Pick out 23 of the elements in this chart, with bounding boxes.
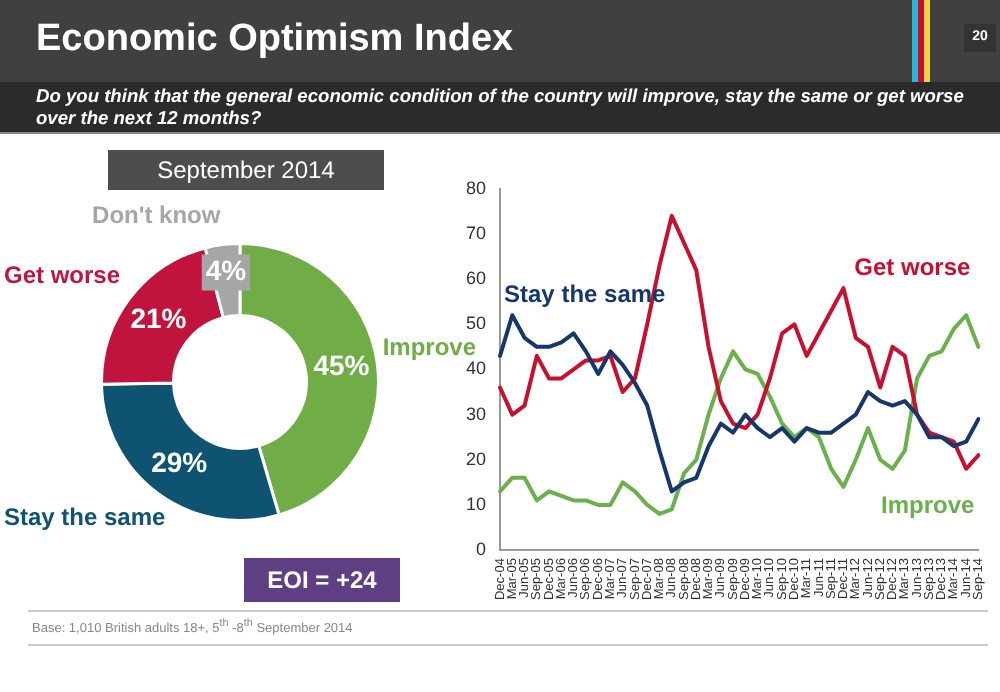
slice-label: Stay the same bbox=[3, 503, 167, 532]
y-tick-label: 10 bbox=[465, 493, 487, 514]
chart-title: Economic Optimism Index bbox=[36, 18, 514, 62]
slice-label: Improve bbox=[382, 332, 477, 361]
y-tick-label: 60 bbox=[465, 268, 487, 289]
text: EOI = +24 bbox=[244, 558, 400, 602]
text: September 2014 bbox=[108, 150, 384, 190]
data-label: 4% bbox=[205, 254, 248, 287]
y-tick-label: 80 bbox=[465, 177, 487, 198]
y-tick-label: 70 bbox=[465, 222, 487, 243]
chart-subtitle: Do you think that the general economic condition of the country will improve, stay the same or get worse over the next 12 months? bbox=[36, 86, 966, 130]
y-tick-label: 30 bbox=[465, 403, 487, 424]
slice-label: Get worse bbox=[3, 261, 121, 290]
y-tick-label: 50 bbox=[465, 313, 487, 334]
y-tick-label: 20 bbox=[465, 448, 487, 469]
series-label: Improve bbox=[881, 490, 976, 519]
series-label: Get worse bbox=[854, 253, 972, 282]
y-tick-label: 0 bbox=[475, 539, 487, 560]
data-label: 21% bbox=[130, 301, 188, 334]
slice-label: Don't know bbox=[92, 201, 222, 230]
y-tick-label: 40 bbox=[465, 358, 487, 379]
data-label: 29% bbox=[151, 446, 209, 479]
data-label: 45% bbox=[313, 349, 371, 382]
